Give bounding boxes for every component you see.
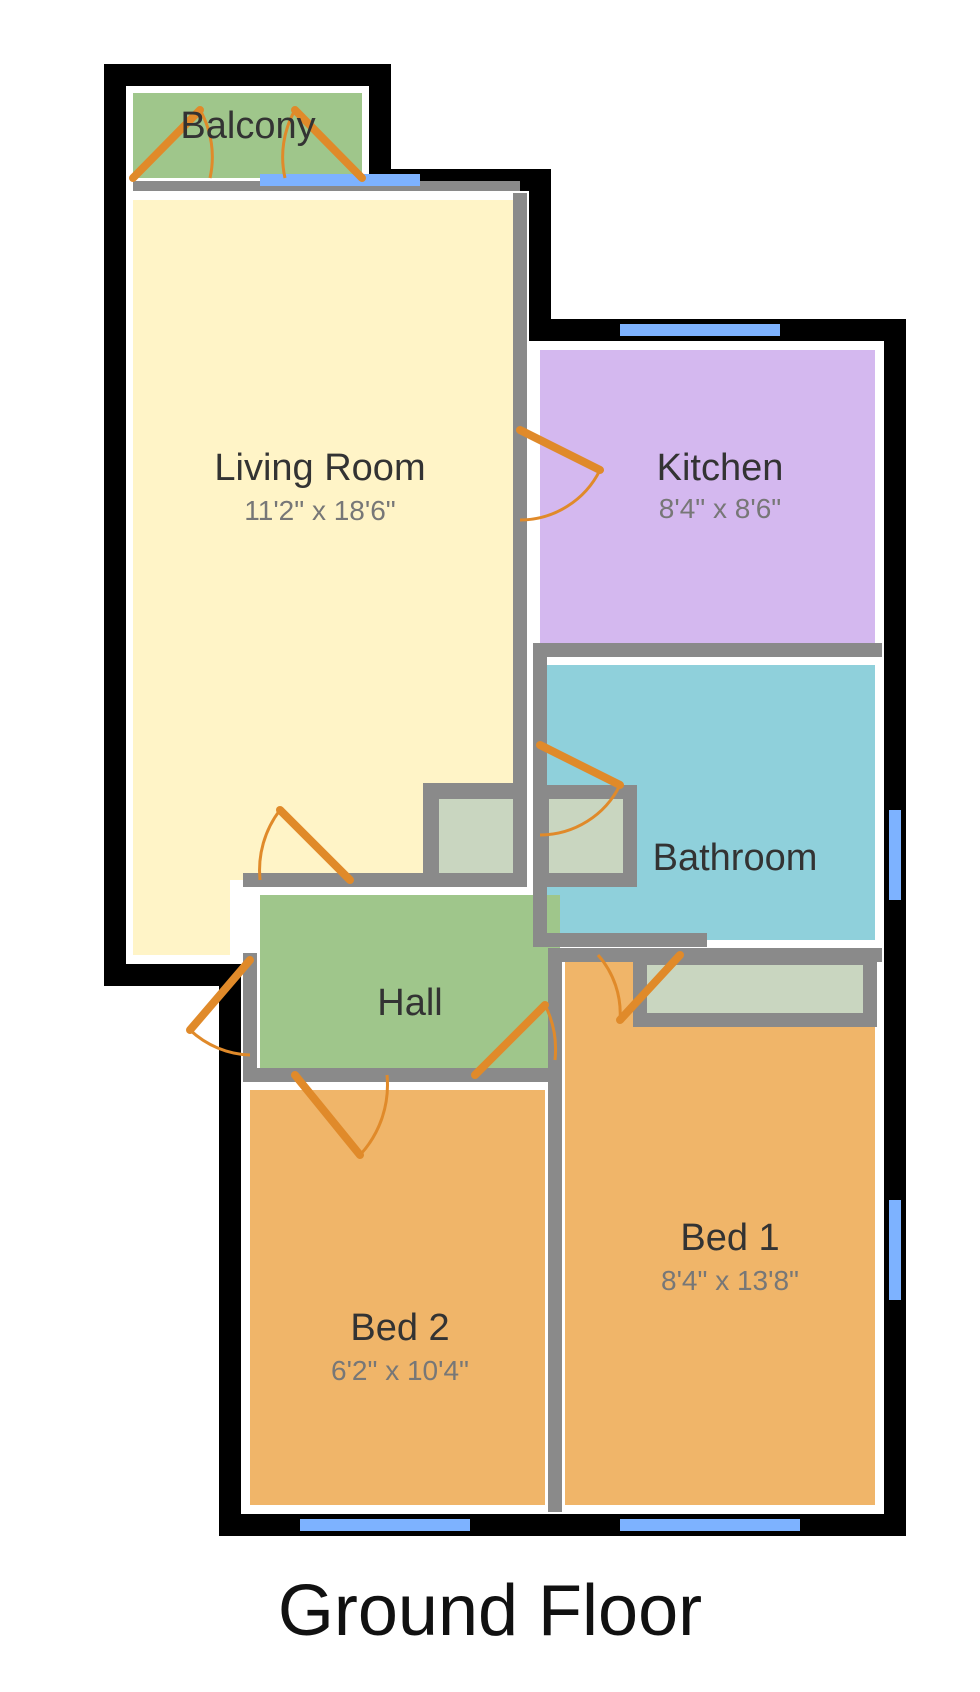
dims-living: 11'2" x 18'6" [244, 495, 395, 526]
closet-2 [640, 958, 870, 1020]
label-bed1: Bed 1 [680, 1217, 779, 1259]
dims-kitchen: 8'4" x 8'6" [659, 493, 781, 524]
closet-0 [432, 792, 520, 880]
floor-title: Ground Floor [278, 1571, 702, 1651]
label-bed2: Bed 2 [350, 1307, 449, 1349]
label-bathroom: Bathroom [653, 837, 818, 879]
floorplan-container: { "title": "Ground Floor", "canvas": {"w… [0, 0, 980, 1692]
label-balcony: Balcony [180, 105, 315, 147]
floorplan-svg: Balcony Living Room 11'2" x 18'6" Kitchen 8'… [0, 0, 980, 1692]
dims-bed1: 8'4" x 13'8" [661, 1265, 799, 1296]
label-kitchen: Kitchen [657, 447, 784, 489]
dims-bed2: 6'2" x 10'4" [331, 1355, 469, 1386]
room-bed2 [250, 1090, 545, 1505]
label-living: Living Room [214, 447, 425, 489]
closet-1 [542, 792, 630, 880]
label-hall: Hall [377, 982, 442, 1024]
